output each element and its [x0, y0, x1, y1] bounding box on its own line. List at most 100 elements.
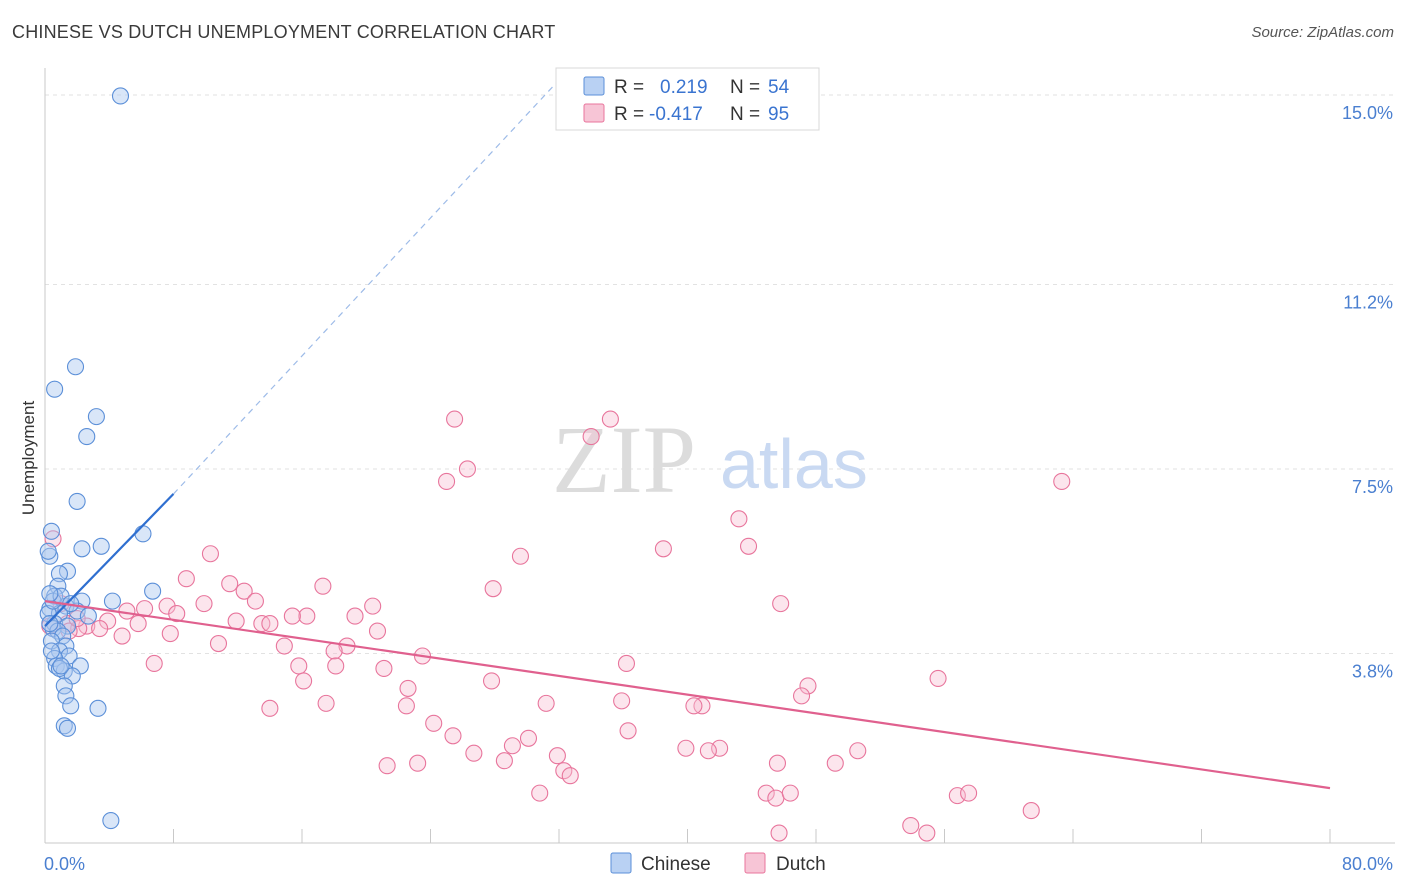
dutch-point-83 [781, 784, 799, 802]
dutch-point-4 [438, 472, 456, 490]
dutch-point-82 [767, 789, 785, 807]
chinese-point-41 [62, 697, 80, 715]
chinese-point-7 [42, 522, 60, 540]
dutch-point-10 [511, 547, 530, 565]
dutch-point-9 [201, 545, 219, 563]
dutch-point-48 [327, 657, 345, 675]
dutch-point-69 [711, 739, 729, 757]
chinese-point-2 [46, 380, 64, 398]
legend-r-value-chinese: 0.219 [660, 77, 708, 98]
dutch-point-74 [495, 752, 513, 770]
dutch-point-67 [503, 737, 521, 755]
legend-bottom-label-dutch: Dutch [776, 854, 826, 875]
axes [44, 68, 1395, 844]
chinese-point-17 [103, 592, 122, 610]
legend-series: Chinese Dutch [610, 852, 826, 875]
legend-stats: R = 0.219 N = 54 R = -0.417 N = 95 [555, 67, 820, 131]
dutch-point-65 [444, 727, 462, 745]
chinese-point-4 [78, 428, 96, 446]
dutch-point-90 [918, 824, 936, 842]
dutch-point-76 [826, 754, 844, 772]
legend-bottom-swatch-chinese [610, 852, 632, 874]
dutch-point-52 [482, 672, 501, 690]
x-tick-labels: 0.0% 80.0% [44, 854, 1393, 874]
chinese-point-25 [58, 617, 77, 635]
chinese-point-9 [92, 537, 110, 555]
dutch-point-86 [960, 784, 978, 802]
y-tick-label-0: 3.8% [1352, 661, 1393, 681]
chinese-point-53 [41, 585, 59, 603]
chinese-point-8 [73, 540, 91, 558]
dutch-point-38 [161, 624, 179, 643]
y-tick-label-3: 15.0% [1342, 103, 1393, 123]
dutch-point-87 [1022, 802, 1040, 820]
dutch-point-59 [397, 697, 415, 715]
dutch-point-42 [275, 637, 293, 655]
dutch-point-88 [902, 816, 920, 835]
chinese-point-44 [58, 719, 77, 737]
chinese-point-49 [41, 615, 59, 633]
gridlines [45, 94, 1395, 654]
dutch-point-8 [654, 540, 672, 558]
legend-bottom-swatch-dutch [744, 852, 766, 874]
y-tick-labels: 3.8% 7.5% 11.2% 15.0% [1342, 103, 1393, 682]
chinese-point-0 [111, 87, 130, 105]
y-tick-label-1: 7.5% [1352, 477, 1393, 497]
y-tick-label-2: 11.2% [1343, 292, 1393, 312]
dutch-point-84 [531, 784, 549, 802]
dutch-point-70 [699, 742, 717, 760]
dutch-point-51 [295, 672, 313, 690]
dutch-trend-line [44, 600, 1331, 790]
chinese-point-43 [55, 717, 73, 735]
dutch-point-14 [484, 580, 502, 598]
chinese-point-6 [134, 525, 152, 543]
dutch-point-58 [317, 694, 335, 712]
dutch-point-23 [168, 605, 186, 623]
chinese-point-36 [55, 662, 73, 680]
chinese-point-42 [89, 699, 107, 717]
dutch-point-54 [399, 679, 417, 697]
x-tick-label-min: 0.0% [44, 854, 85, 874]
legend-n-value-dutch: 95 [768, 104, 789, 125]
dutch-point-66 [519, 729, 538, 747]
chinese-point-45 [102, 812, 120, 830]
chinese-point-40 [57, 687, 75, 705]
legend-n-value-chinese: 54 [768, 77, 790, 98]
dutch-point-89 [770, 824, 788, 842]
chinese-point-5 [68, 492, 86, 510]
chinese-trend-extension [173, 79, 560, 495]
chart-title: CHINESE VS DUTCH UNEMPLOYMENT CORRELATIO… [12, 22, 556, 42]
trend-lines [44, 79, 1331, 790]
dutch-point-1 [601, 410, 619, 428]
dutch-point-45 [617, 654, 636, 673]
chinese-point-3 [87, 408, 105, 426]
dutch-point-50 [929, 669, 947, 687]
dutch-point-16 [246, 592, 264, 610]
legend-r-label-dutch: R = [614, 104, 644, 125]
dutch-point-68 [677, 739, 695, 757]
chinese-point-1 [66, 358, 85, 376]
dutch-point-75 [768, 754, 787, 772]
dutch-point-24 [298, 607, 316, 625]
dutch-point-18 [772, 595, 790, 613]
legend-bottom-label-chinese: Chinese [641, 854, 711, 875]
chinese-point-11 [39, 542, 57, 560]
dutch-point-11 [177, 570, 195, 588]
dutch-point-77 [409, 754, 427, 772]
legend-n-label-dutch: N = [730, 104, 760, 125]
legend-n-label-chinese: N = [730, 77, 760, 98]
source-note: Source: ZipAtlas.com [1251, 24, 1394, 41]
chinese-point-37 [50, 659, 69, 678]
dutch-point-57 [537, 694, 555, 712]
chinese-point-23 [79, 607, 97, 625]
dutch-point-5 [1053, 472, 1071, 490]
x-tick-label-max: 80.0% [1342, 854, 1393, 874]
dutch-point-62 [261, 699, 279, 717]
dutch-point-61 [685, 697, 703, 715]
legend-swatch-chinese [583, 76, 605, 96]
dutch-point-46 [145, 654, 163, 673]
dutch-point-6 [730, 510, 748, 528]
dutch-point-22 [118, 602, 136, 620]
dutch-point-27 [227, 612, 245, 630]
